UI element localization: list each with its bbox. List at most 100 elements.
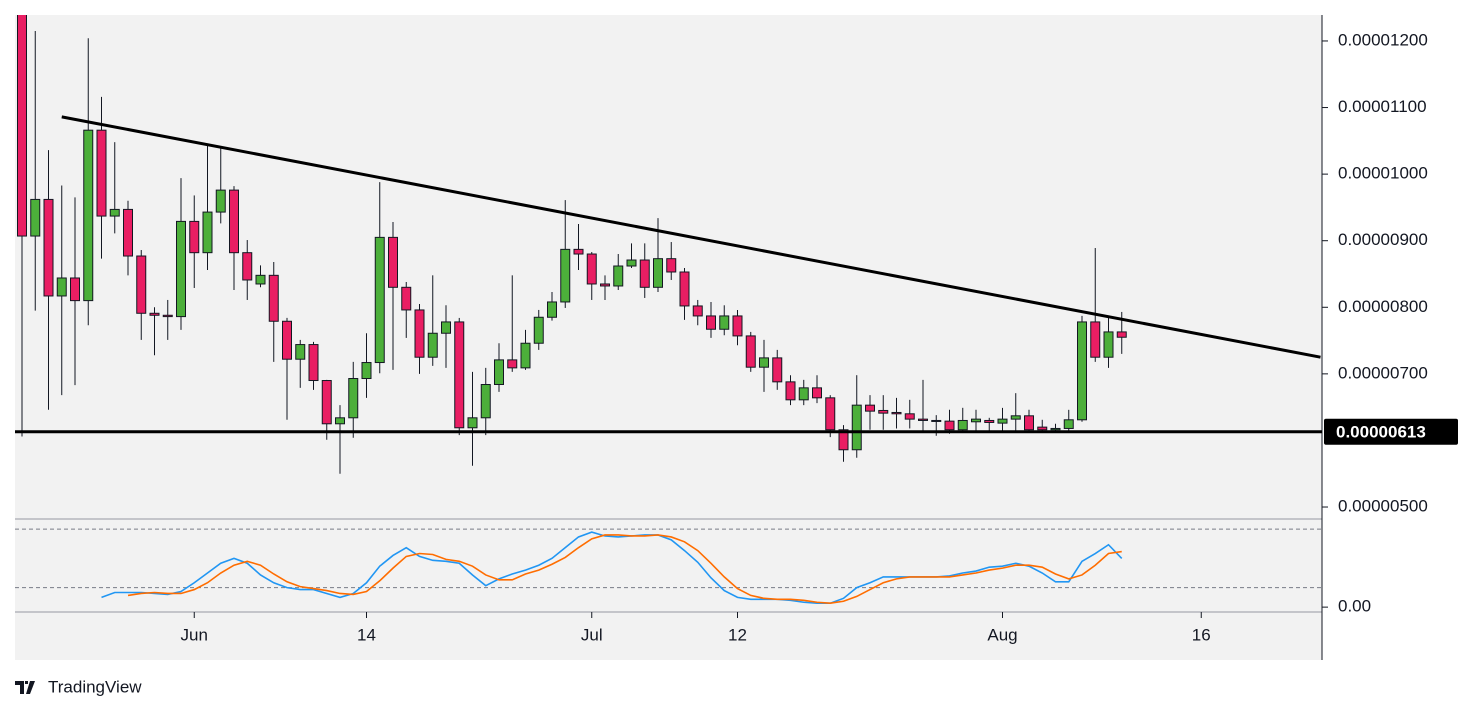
y-tick-label: 0.00001200 xyxy=(1338,30,1428,49)
candle-body xyxy=(454,321,465,429)
candle-body xyxy=(1090,321,1101,358)
candle-body xyxy=(653,258,663,288)
candle-body xyxy=(374,236,385,364)
candle-body xyxy=(70,277,80,302)
candle-body xyxy=(1037,426,1048,431)
x-tick-label: Jul xyxy=(581,625,603,644)
candle-body xyxy=(149,312,160,316)
candle-body xyxy=(1024,415,1034,431)
candle-body xyxy=(706,315,716,330)
candle-body xyxy=(507,359,518,369)
candle-body xyxy=(109,208,120,217)
candle-body xyxy=(639,259,650,288)
y-tick-label: 0.00001000 xyxy=(1338,164,1428,183)
candle-body xyxy=(361,362,372,380)
candle-body xyxy=(414,309,425,358)
x-tick-label: Aug xyxy=(987,625,1017,644)
candle-body xyxy=(17,15,27,237)
candle-body xyxy=(798,387,809,401)
candle-body xyxy=(692,305,703,317)
candle-body xyxy=(666,258,677,273)
candle-body xyxy=(851,404,862,451)
candle-body xyxy=(560,248,571,303)
support-label-box xyxy=(1324,418,1458,445)
indicator-line xyxy=(101,531,1123,605)
candle-body xyxy=(43,198,54,297)
candle-body xyxy=(931,419,942,422)
candle-body xyxy=(785,381,796,401)
trendline xyxy=(61,115,1321,359)
candle-body xyxy=(772,357,783,383)
candle-body xyxy=(957,419,968,431)
candle-body xyxy=(229,189,239,254)
candle-body xyxy=(825,397,836,431)
indicator-line xyxy=(127,534,1122,605)
candle-body xyxy=(441,321,451,334)
candle-body xyxy=(308,344,319,382)
candle-body xyxy=(533,316,544,344)
candle-body xyxy=(944,420,955,431)
candle-body xyxy=(573,248,584,255)
candle-body xyxy=(838,429,849,451)
candle-body xyxy=(520,342,531,369)
candle-body xyxy=(321,380,332,425)
candle-body xyxy=(1010,415,1021,420)
candle-body xyxy=(1103,331,1114,358)
candle-body xyxy=(388,236,398,288)
candle-body xyxy=(480,384,491,419)
candle-body xyxy=(202,211,213,254)
candle-body xyxy=(295,344,306,360)
candle-body xyxy=(401,286,412,311)
candle-body xyxy=(242,252,253,281)
candle-body xyxy=(494,359,504,386)
y-tick-label: 0.00000700 xyxy=(1338,363,1428,382)
candle-body xyxy=(123,208,133,257)
candle-body xyxy=(136,255,147,314)
candle-body xyxy=(679,271,690,307)
candle-body xyxy=(891,411,902,415)
candle-body xyxy=(878,409,889,414)
candle-body xyxy=(215,189,226,213)
candle-body xyxy=(745,335,756,368)
x-tick-label: 12 xyxy=(728,625,747,644)
candle-body xyxy=(30,198,41,237)
y-tick-label: 0.00001100 xyxy=(1338,97,1427,116)
candle-body xyxy=(427,332,438,358)
x-tick-label: Jun xyxy=(181,625,208,644)
candle-body xyxy=(56,277,67,297)
candle-body xyxy=(176,220,186,318)
candle-body xyxy=(904,413,915,420)
candle-body xyxy=(600,283,610,287)
candle-body xyxy=(467,417,478,429)
candle-body xyxy=(1063,419,1074,429)
brand-name: TradingView xyxy=(48,677,142,696)
candle-body xyxy=(162,314,173,318)
candle-body xyxy=(732,315,743,337)
y-tick-label: 0.00 xyxy=(1338,597,1371,616)
x-tick-label: 16 xyxy=(1192,625,1211,644)
candle-body xyxy=(984,419,995,423)
y-tick-label: 0.00000500 xyxy=(1338,497,1428,516)
candle-body xyxy=(1077,321,1087,421)
candle-body xyxy=(348,378,359,419)
candle-body xyxy=(96,129,107,217)
x-tick-label: 14 xyxy=(357,625,376,644)
support-label: 0.00000613 xyxy=(1336,422,1426,441)
candle-body xyxy=(268,274,279,322)
candle-body xyxy=(918,418,928,421)
candle-body xyxy=(626,259,637,267)
candle-body xyxy=(189,220,200,254)
candle-body xyxy=(1050,427,1061,431)
candle-body xyxy=(1116,331,1127,338)
y-tick-label: 0.00000900 xyxy=(1338,230,1428,249)
candle-body xyxy=(282,320,292,360)
candle-body xyxy=(547,301,557,318)
candle-body xyxy=(335,417,345,425)
candle-body xyxy=(719,315,730,330)
candle-body xyxy=(865,404,875,412)
candle-body xyxy=(83,129,94,302)
candle-body xyxy=(971,418,981,423)
candle-body xyxy=(997,418,1008,424)
candle-body xyxy=(759,357,769,368)
